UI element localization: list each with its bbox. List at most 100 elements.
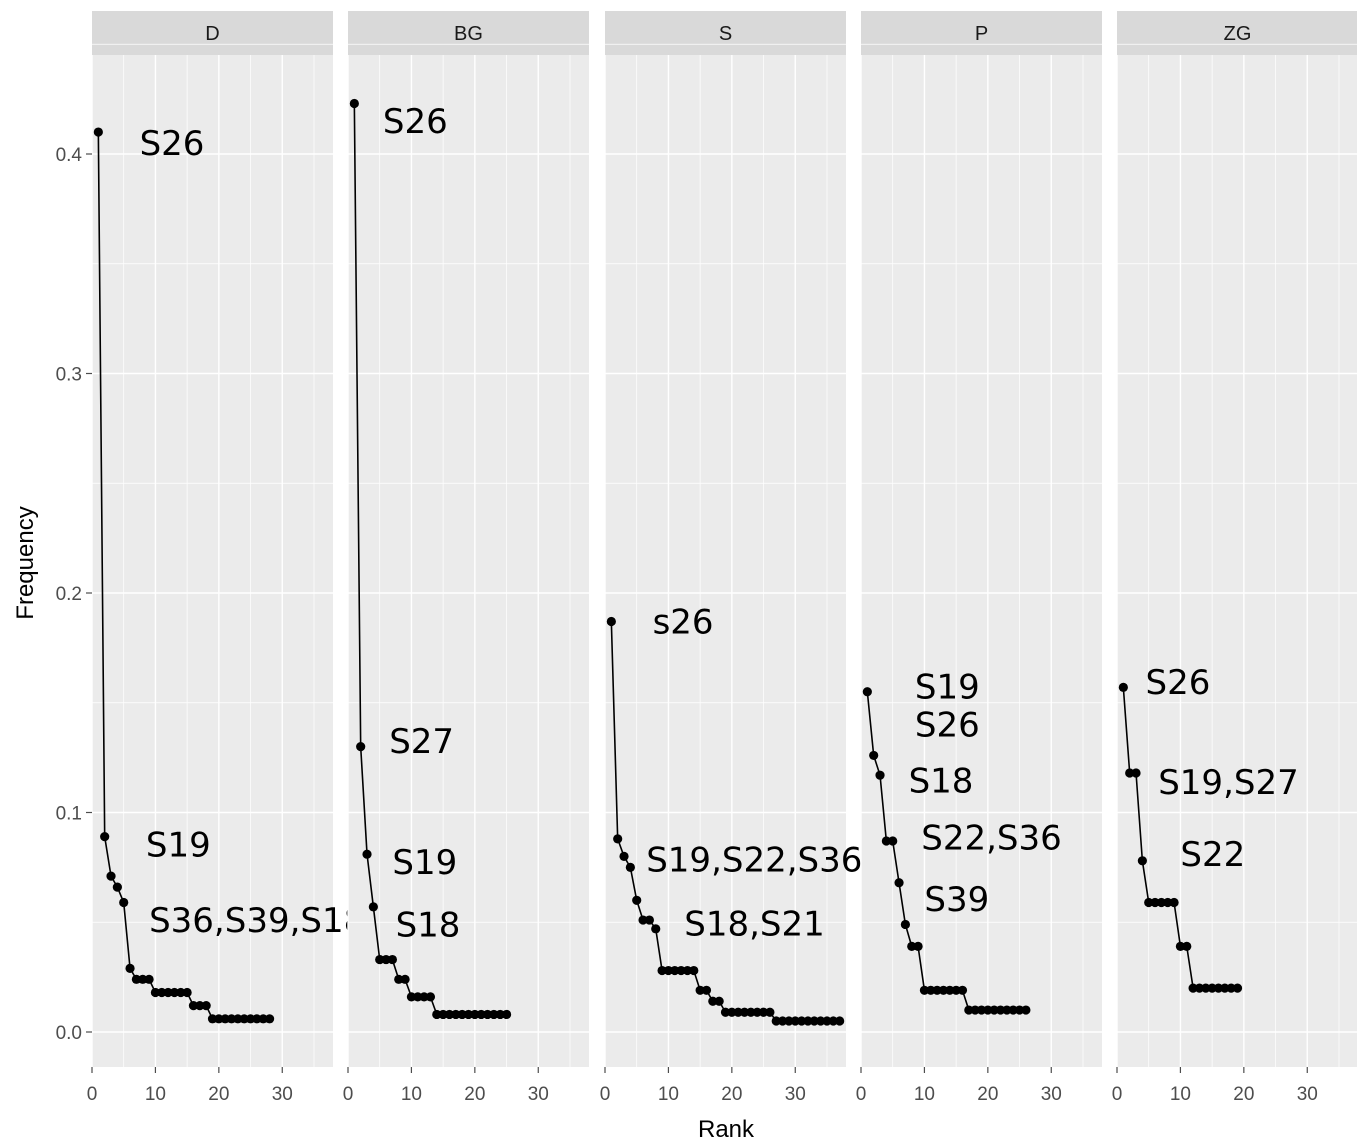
data-point [926, 985, 936, 995]
data-point [470, 1009, 480, 1020]
data-point [176, 987, 186, 998]
data-point [362, 849, 372, 859]
data-point [862, 687, 872, 697]
annotation-label: S22 [1180, 835, 1245, 875]
data-point [233, 1014, 243, 1024]
x-tick-label: 30 [528, 1084, 549, 1105]
data-point [150, 987, 161, 998]
x-tick-label: 0 [1112, 1084, 1123, 1105]
data-point [625, 862, 635, 872]
annotation-label: S27 [389, 722, 454, 762]
data-point [476, 1009, 486, 1020]
data-point [349, 98, 359, 109]
data-point [239, 1014, 249, 1024]
data-point [989, 1005, 999, 1015]
data-point [258, 1014, 268, 1024]
data-point [945, 985, 955, 995]
data-point [727, 1007, 737, 1017]
annotation-label: S18,S21 [684, 904, 825, 944]
data-point [739, 1007, 750, 1017]
annotation-label: S26 [915, 706, 980, 746]
data-point [356, 742, 366, 752]
data-point [1144, 897, 1154, 908]
data-point [701, 985, 712, 995]
data-point [419, 992, 429, 1002]
y-tick-label: 0.0 [56, 1023, 82, 1044]
x-tick-label: 0 [600, 1084, 611, 1105]
facet-strip-label: D [205, 23, 219, 45]
data-point [632, 895, 642, 905]
facet-panel-d: D 0 10 20 30 S26 S19 S36,S39,S18 [87, 11, 365, 1105]
data-point [995, 1005, 1006, 1015]
data-point [976, 1005, 987, 1015]
annotation-label: S19 [146, 825, 211, 865]
data-point [708, 996, 718, 1006]
x-tick-label: 10 [658, 1084, 679, 1105]
data-point [983, 1005, 993, 1015]
facet-strip [605, 11, 846, 55]
data-point [1207, 983, 1217, 993]
data-point [214, 1014, 224, 1024]
data-point [444, 1009, 455, 1020]
data-point [894, 878, 904, 888]
data-point [1131, 768, 1141, 778]
x-tick-label: 20 [721, 1084, 742, 1105]
data-point [676, 965, 686, 976]
data-point [413, 992, 423, 1002]
data-point [375, 954, 385, 965]
y-axis: 0.0 0.1 0.2 0.3 0.4 [56, 145, 92, 1044]
data-point [970, 1005, 980, 1015]
x-tick-label: 20 [1233, 1084, 1254, 1105]
facet-panel-zg: ZG 0 10 20 30 S26 S19,S27 S22 [1112, 11, 1357, 1105]
data-point [501, 1009, 512, 1020]
data-point [938, 985, 949, 995]
data-point [1175, 941, 1186, 951]
annotation-label: S19 [915, 667, 980, 707]
facet-strip-label: P [975, 23, 988, 45]
annotation-label: S26 [383, 102, 448, 142]
facet-panel-bg: BG 0 10 20 30 S26 S27 S19 S18 [343, 11, 589, 1105]
data-point [714, 996, 724, 1006]
data-point [495, 1009, 505, 1020]
x-tick-label: 0 [87, 1084, 98, 1105]
data-point [387, 954, 397, 965]
annotation-label: S26 [140, 124, 205, 164]
data-point [907, 941, 917, 951]
x-tick-label: 20 [208, 1084, 229, 1105]
data-point [463, 1009, 474, 1020]
data-point [100, 832, 110, 842]
data-point [784, 1016, 794, 1026]
data-point [220, 1014, 230, 1024]
annotation-label: s26 [653, 603, 714, 643]
facet-strip [1117, 11, 1357, 55]
data-point [207, 1014, 218, 1024]
x-tick-label: 10 [1170, 1084, 1191, 1105]
x-tick-label: 10 [914, 1084, 935, 1105]
data-point [368, 902, 378, 912]
data-point [119, 897, 129, 908]
data-point [1220, 983, 1230, 993]
data-point [1201, 983, 1211, 993]
data-point [438, 1009, 448, 1020]
x-axis-title: Rank [698, 1116, 755, 1143]
data-point [457, 1009, 467, 1020]
data-point [1188, 983, 1198, 993]
data-point [157, 987, 167, 998]
data-point [875, 770, 885, 780]
data-point [1169, 897, 1179, 908]
data-point [670, 965, 680, 976]
data-point [951, 985, 961, 995]
y-tick-label: 0.3 [56, 365, 82, 386]
x-tick-label: 30 [785, 1084, 806, 1105]
data-point [131, 974, 141, 984]
data-point [638, 915, 648, 925]
data-point [138, 974, 148, 984]
y-tick-label: 0.1 [56, 804, 82, 825]
data-point [1150, 897, 1160, 908]
data-point [752, 1007, 762, 1017]
data-point [835, 1016, 845, 1026]
annotation-label: S19,S27 [1158, 763, 1299, 803]
data-point [489, 1009, 499, 1020]
data-point [144, 974, 154, 984]
